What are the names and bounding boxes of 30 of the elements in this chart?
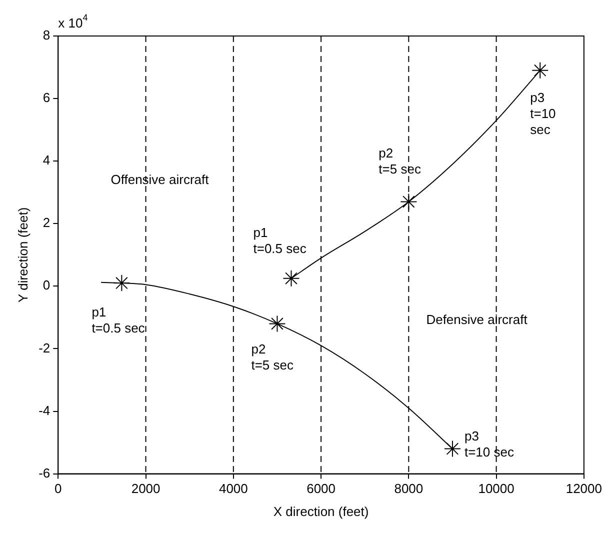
point	[268, 315, 286, 332]
annotation: Defensive aircraft	[426, 312, 528, 328]
x-tick-label: 8000	[394, 481, 424, 496]
annotation: p2 t=5 sec	[251, 341, 294, 372]
y-tick-label: 6	[42, 90, 50, 106]
y-tick-label: 0	[42, 278, 50, 293]
point	[444, 440, 461, 458]
point	[282, 270, 300, 287]
x-tick-label: 0	[54, 481, 62, 496]
annotation: p3 t=10 sec	[530, 90, 556, 137]
point	[532, 62, 549, 79]
y-axis-title: Y direction (feet)	[15, 207, 30, 302]
annotation: p1 t=0.5 sec	[253, 224, 307, 256]
annotation: Offensive aircraft	[110, 172, 210, 188]
x-tick-label: 12000	[566, 481, 602, 496]
y-tick-label: -6	[38, 465, 50, 480]
y-tick-label: 2	[42, 215, 50, 230]
annotation: p3 t=10 sec	[464, 428, 514, 460]
y-tick-label: 4	[42, 152, 50, 168]
x-tick-label: 4000	[218, 481, 248, 496]
x-tick-label: 10000	[478, 481, 514, 496]
y-tick-label: -4	[38, 402, 50, 418]
y-tick-label: -2	[38, 340, 50, 356]
x-tick-label: 6000	[306, 481, 336, 496]
annotation: p1 t=0.5 sec	[92, 304, 146, 336]
y-tick-label: 8	[42, 28, 50, 43]
x-tick-label: 2000	[131, 481, 160, 496]
point	[113, 274, 130, 292]
point	[400, 193, 418, 210]
x-axis-title: X direction (feet)	[273, 504, 369, 519]
